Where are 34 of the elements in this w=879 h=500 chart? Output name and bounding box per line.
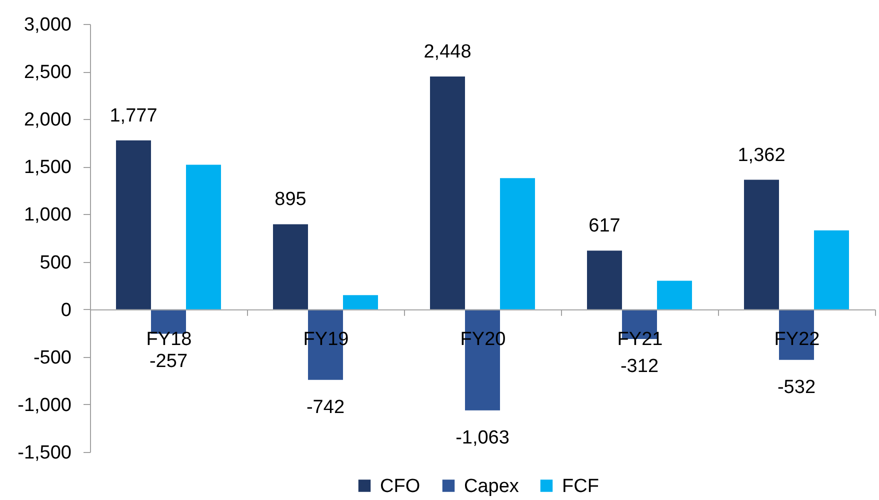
bar [273,224,308,310]
y-tick-label: 1,500 [24,157,72,178]
y-tick-label: 2,000 [24,110,72,131]
bar [744,180,779,310]
bar [116,140,151,310]
data-label: -742 [306,396,345,418]
y-tick-label: 0 [60,300,72,321]
bar [587,250,622,310]
bar [814,230,849,310]
bar [500,178,535,310]
bar [186,164,221,310]
bar [430,76,465,310]
legend-label: CFO [380,476,420,497]
data-label: 617 [588,216,620,237]
data-label: 1,777 [110,105,158,126]
y-tick-label: 2,500 [24,62,72,84]
x-tick-label: FY18 [146,328,192,350]
data-label: -1,063 [456,427,510,448]
y-tick-label: -1,000 [18,394,72,416]
data-label: -532 [777,376,816,398]
data-label: 1,362 [738,144,786,166]
y-tick-label: 3,000 [24,14,72,36]
y-tick-label: 500 [40,252,72,274]
y-tick-label: 1,000 [24,204,72,226]
bar [343,295,378,310]
data-label: -312 [620,356,659,378]
bar [657,280,692,310]
data-label: -257 [149,350,188,372]
y-tick-label: -500 [33,347,72,368]
legend-label: Capex [464,476,520,497]
data-label: 2,448 [424,42,472,62]
data-label: 895 [274,189,306,210]
y-tick-label: -1,500 [18,442,72,464]
legend-label: FCF [562,476,599,497]
